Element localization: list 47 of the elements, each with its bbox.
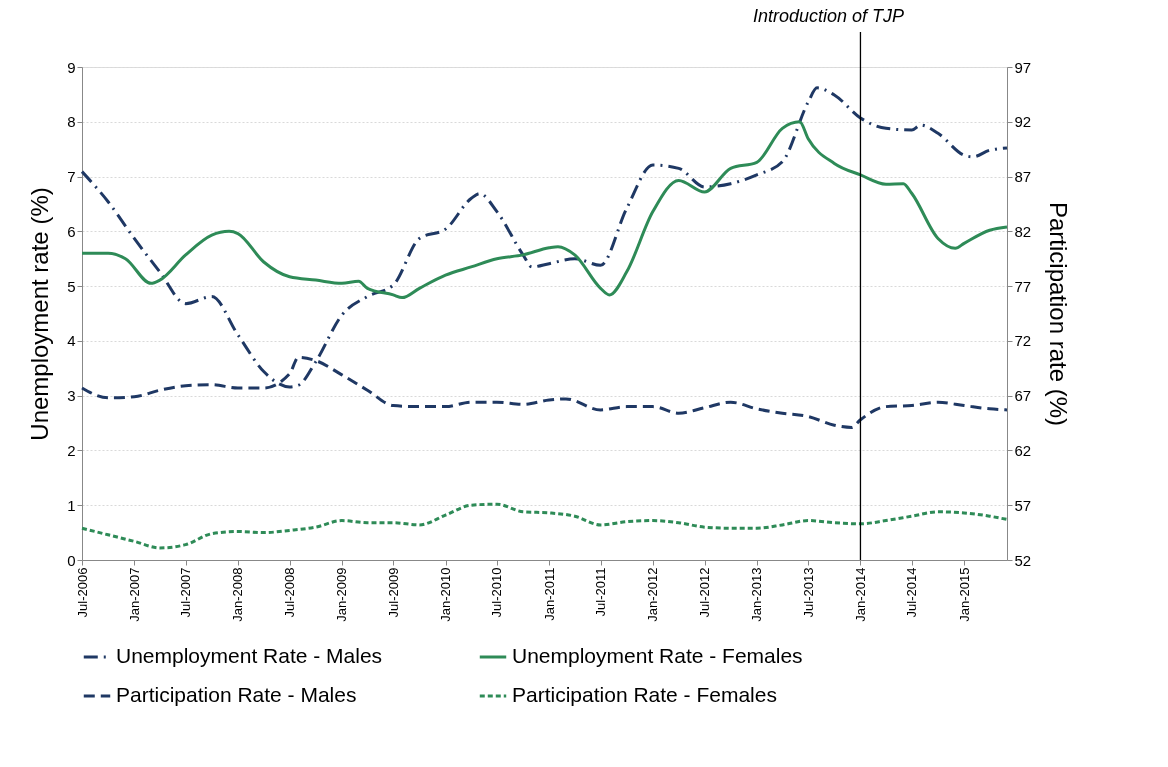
x-tick-label: Jul-2006 xyxy=(74,567,90,618)
y2-tick-label: 97 xyxy=(1014,58,1032,76)
x-tick-label: Jan-2008 xyxy=(230,567,246,622)
x-tick-label: Jul-2012 xyxy=(697,567,713,618)
x-tick-label: Jan-2011 xyxy=(541,567,557,621)
y2-tick-label: 77 xyxy=(1014,277,1032,295)
y2-tick-label: 52 xyxy=(1014,551,1032,569)
x-tick-label: Jan-2014 xyxy=(852,567,868,622)
x-tick-label: Jan-2015 xyxy=(956,567,972,622)
y2-tick-label: 82 xyxy=(1014,222,1032,240)
x-tick-label: Jan-2007 xyxy=(126,567,142,622)
x-tick-label: Jan-2012 xyxy=(645,567,661,622)
y-axis-title: Unemployment rate (%) xyxy=(26,187,54,441)
y-tick-label: 8 xyxy=(67,113,76,131)
y2-tick-label: 62 xyxy=(1014,441,1032,459)
legend-label: Participation Rate - Females xyxy=(512,683,777,706)
y2-tick-label: 92 xyxy=(1014,113,1032,131)
y-tick-label: 0 xyxy=(67,551,76,569)
y2-tick-label: 87 xyxy=(1014,168,1032,186)
legend-label: Unemployment Rate - Females xyxy=(512,644,803,667)
y-tick-label: 9 xyxy=(67,58,76,76)
legend-label: Unemployment Rate - Males xyxy=(116,644,383,667)
y2-tick-label: 67 xyxy=(1014,387,1032,405)
x-tick-label: Jan-2013 xyxy=(749,567,765,622)
x-tick-label: Jul-2010 xyxy=(489,567,505,618)
x-tick-label: Jul-2014 xyxy=(904,567,920,618)
y-tick-label: 3 xyxy=(67,387,76,405)
y-tick-label: 5 xyxy=(67,277,76,295)
x-tick-label: Jul-2013 xyxy=(800,567,816,618)
y-tick-label: 7 xyxy=(67,168,76,186)
y2-axis-title: Participation rate (%) xyxy=(1045,201,1073,427)
line-series xyxy=(80,120,1009,300)
y2-tick-label: 72 xyxy=(1014,332,1032,350)
y2-tick-label: 57 xyxy=(1014,496,1032,514)
x-tick-label: Jul-2011 xyxy=(593,567,609,617)
x-tick-label: Jul-2007 xyxy=(178,567,194,618)
y-tick-label: 6 xyxy=(67,222,76,240)
x-tick-label: Jul-2008 xyxy=(282,567,298,618)
x-tick-label: Jul-2009 xyxy=(385,567,401,618)
x-tick-label: Jan-2009 xyxy=(334,567,350,622)
ref-line-label: Introduction of TJP xyxy=(752,6,904,26)
line-series xyxy=(80,502,1009,550)
y-tick-label: 4 xyxy=(67,332,76,350)
x-tick-label: Jan-2010 xyxy=(438,567,454,622)
y-tick-label: 1 xyxy=(67,496,76,514)
legend-label: Participation Rate - Males xyxy=(116,683,357,706)
y-tick-label: 2 xyxy=(67,441,76,459)
